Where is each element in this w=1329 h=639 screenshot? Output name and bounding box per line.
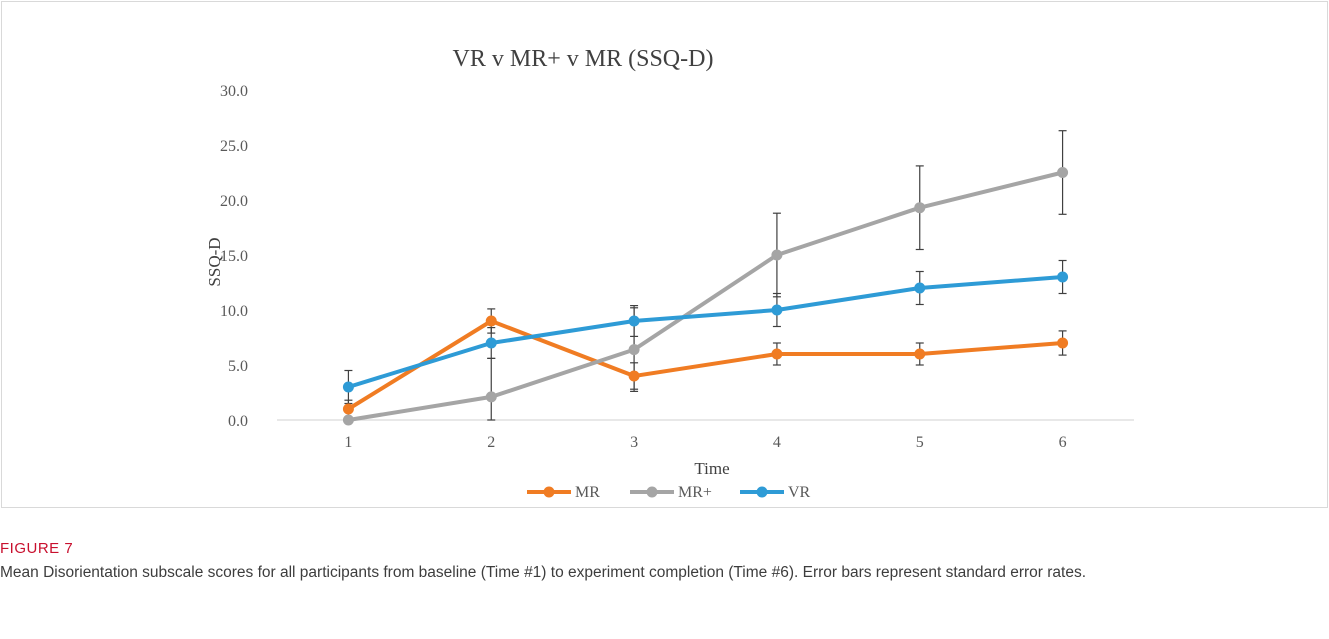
- data-point-vr: [771, 304, 783, 316]
- data-point-mr-plus: [771, 249, 783, 261]
- legend: MR MR+ VR: [527, 484, 811, 501]
- error-bars: [344, 130, 1067, 421]
- figure-label: FIGURE 7: [0, 540, 74, 557]
- x-tick-label: 3: [630, 434, 638, 451]
- y-axis-label: SSQ-D: [205, 237, 224, 286]
- data-points: [342, 167, 1069, 426]
- data-point-mr: [914, 348, 926, 360]
- y-tick-label: 0.0: [228, 413, 248, 430]
- data-point-vr: [914, 282, 926, 294]
- y-tick-label: 30.0: [220, 83, 248, 100]
- legend-item-mr-plus: MR+: [630, 484, 712, 501]
- data-point-mr: [771, 348, 783, 360]
- legend-swatch-marker: [543, 486, 555, 498]
- x-tick-label: 2: [487, 434, 495, 451]
- data-point-mr-plus: [914, 202, 926, 214]
- legend-swatch-marker: [646, 486, 658, 498]
- data-point-vr: [485, 337, 497, 349]
- data-point-mr-plus: [342, 414, 354, 426]
- legend-label: VR: [788, 484, 811, 501]
- data-point-mr-plus: [485, 391, 497, 403]
- data-point-vr: [628, 315, 640, 327]
- figure-caption: Mean Disorientation subscale scores for …: [0, 564, 1087, 581]
- chart-frame: VR v MR+ v MR (SSQ-D) SSQ-D Time 0.0 5.0 1…: [1, 1, 1328, 508]
- line-chart: VR v MR+ v MR (SSQ-D) SSQ-D Time 0.0 5.0 1…: [205, 46, 1134, 501]
- data-point-mr: [1057, 337, 1069, 349]
- legend-label: MR: [575, 484, 600, 501]
- chart-title: VR v MR+ v MR (SSQ-D): [453, 46, 714, 72]
- data-point-mr: [485, 315, 497, 327]
- axes: 0.0 5.0 10.0 15.0 20.0 25.0 30.0 1 2 3 4 5 6: [220, 83, 1134, 451]
- data-point-vr: [342, 381, 354, 393]
- series-line-vr: [346, 275, 1065, 389]
- error-bar-mr-plus: [487, 357, 496, 421]
- data-point-mr: [342, 403, 354, 415]
- series-line-mr: [346, 319, 1065, 411]
- legend-item-mr: MR: [527, 484, 600, 501]
- x-tick-label: 4: [773, 434, 781, 451]
- data-point-mr-plus: [628, 344, 640, 356]
- y-tick-label: 5.0: [228, 358, 248, 375]
- x-tick-label: 5: [916, 434, 924, 451]
- y-tick-label: 15.0: [220, 248, 248, 265]
- data-point-mr: [628, 370, 640, 382]
- x-axis-label: Time: [694, 459, 729, 478]
- y-tick-label: 25.0: [220, 138, 248, 155]
- y-tick-label: 10.0: [220, 303, 248, 320]
- data-point-vr: [1057, 271, 1069, 283]
- x-tick-label: 1: [344, 434, 352, 451]
- x-tick-label: 6: [1059, 434, 1067, 451]
- legend-item-vr: VR: [740, 484, 811, 501]
- legend-swatch-marker: [756, 486, 768, 498]
- y-tick-label: 20.0: [220, 193, 248, 210]
- series-line-mr-plus: [346, 170, 1065, 422]
- series-lines: [346, 170, 1065, 422]
- data-point-mr-plus: [1057, 167, 1069, 178]
- legend-label: MR+: [678, 484, 712, 501]
